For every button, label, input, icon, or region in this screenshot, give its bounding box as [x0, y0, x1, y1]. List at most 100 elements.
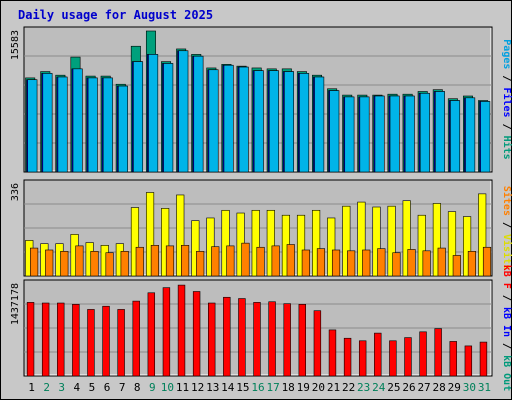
bar-pages: [102, 77, 113, 173]
bar-kb-f: [404, 337, 412, 377]
bar-visits: [191, 220, 200, 277]
x-tick-label: 9: [149, 381, 156, 394]
bar-pages: [208, 69, 219, 173]
bar-sites: [226, 245, 235, 277]
bar-kb-f: [87, 309, 95, 377]
bar-sites: [165, 245, 175, 277]
legend-entry: /: [501, 118, 512, 136]
bar-visits: [145, 192, 155, 277]
x-tick-label: 14: [221, 381, 235, 394]
bar-sites: [256, 246, 265, 277]
bar-kb-f: [132, 300, 140, 377]
bar-kb-f: [313, 310, 322, 377]
chart-title: Daily usage for August 2025: [18, 8, 213, 22]
bar-pages: [148, 54, 159, 173]
x-tick-label: 11: [176, 381, 189, 394]
panel-hits: 15583 Pages / Files / Hits: [10, 26, 512, 173]
bar-visits: [161, 208, 170, 277]
bar-kb-f: [283, 303, 291, 377]
bar-visits: [417, 214, 426, 277]
bar-sites: [120, 251, 129, 277]
bar-pages: [480, 101, 491, 173]
legend-entry: /: [501, 337, 512, 355]
bar-pages: [27, 79, 38, 173]
bar-sites: [150, 245, 159, 277]
panel-ymax-label: 1437178: [10, 283, 21, 325]
bar-visits: [387, 205, 396, 277]
bar-kb-f: [102, 305, 110, 377]
bar-pages: [359, 96, 370, 173]
x-tick-label: 24: [372, 381, 386, 394]
bar-pages: [193, 55, 204, 173]
bar-kb-f: [389, 340, 397, 377]
x-tick-label: 19: [297, 381, 310, 394]
x-tick-label: 13: [206, 381, 219, 394]
bar-visits: [327, 217, 336, 277]
bar-pages: [344, 96, 355, 173]
legend-entry: kB In: [501, 307, 512, 337]
bar-pages: [57, 76, 68, 173]
bar-kb-f: [374, 332, 382, 377]
bar-pages: [42, 73, 53, 173]
bar-sites: [452, 255, 461, 277]
bar-pages: [238, 66, 249, 173]
bar-visits: [432, 203, 441, 277]
bar-kb-f: [449, 341, 457, 377]
panel-legend-kbytes: kB F / kB In / kB Out: [501, 265, 512, 391]
bar-pages: [404, 95, 415, 173]
x-tick-label: 3: [58, 381, 65, 394]
x-tick-label: 2: [43, 381, 50, 394]
legend-entry: Files: [501, 87, 512, 117]
bar-visits: [478, 193, 487, 277]
bar-sites: [60, 251, 69, 277]
x-tick-label: 6: [104, 381, 111, 394]
panel-legend-hits: Pages / Files / Hits: [501, 39, 512, 159]
legend-entry: kB F: [501, 265, 512, 289]
legend-entry: kB Out: [501, 355, 512, 391]
bar-sites: [482, 246, 492, 277]
bar-kb-f: [41, 302, 50, 377]
legend-entry: Hits: [501, 136, 512, 160]
bar-kb-f: [343, 337, 352, 377]
legend-entry: /: [501, 216, 512, 234]
bar-sites: [30, 247, 39, 277]
x-tick-label: 28: [433, 381, 446, 394]
bar-kb-f: [57, 302, 65, 377]
x-tick-label: 25: [387, 381, 400, 394]
bar-kb-f: [147, 292, 156, 377]
bar-sites: [316, 248, 326, 277]
bar-visits: [221, 209, 230, 277]
x-tick-label: 26: [402, 381, 415, 394]
bar-pages: [87, 77, 98, 173]
bar-sites: [407, 249, 416, 277]
bar-visits: [342, 205, 351, 277]
bar-kb-f: [192, 291, 201, 377]
bar-sites: [331, 249, 341, 277]
bar-visits: [463, 216, 472, 277]
bar-sites: [211, 246, 220, 277]
x-axis-labels: 1 2 3 4 5 6 7 8 9 10 11 12 13 14 15 16 17 18 19 20 21 22 23 24 2…: [28, 381, 491, 394]
bar-visits: [357, 201, 366, 277]
x-tick-label: 12: [191, 381, 204, 394]
bar-sites: [75, 245, 84, 277]
panel-ymax-label: 15583: [10, 30, 21, 60]
bar-visits: [312, 209, 321, 277]
bar-pages: [268, 70, 279, 173]
legend-entry: Visits: [501, 234, 512, 270]
bar-sites: [45, 249, 54, 277]
x-tick-label: 8: [134, 381, 141, 394]
bar-visits: [176, 194, 185, 277]
bar-pages: [389, 95, 400, 173]
bar-pages: [419, 92, 430, 173]
bar-visits: [402, 200, 411, 277]
bar-sites: [467, 251, 476, 277]
x-tick-label: 29: [448, 381, 461, 394]
bar-pages: [314, 76, 325, 173]
bar-visits: [130, 207, 140, 277]
bar-pages: [178, 50, 189, 173]
bar-pages: [450, 100, 461, 173]
bar-pages: [253, 70, 264, 173]
bar-pages: [223, 64, 234, 173]
legend-entry: Sites: [501, 186, 512, 216]
